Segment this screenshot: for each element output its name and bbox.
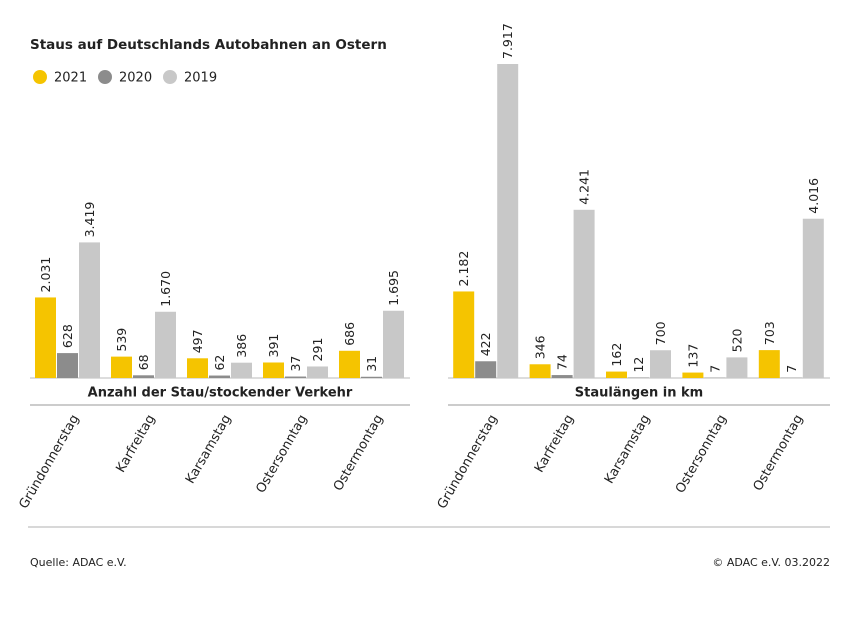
bar [133,375,154,378]
value-label: 31 [364,356,379,372]
value-label: 391 [266,334,281,358]
x-axis-title: Anzahl der Stau/stockender Verkehr [88,386,353,401]
value-label: 7 [707,365,722,373]
value-label: 12 [631,357,646,373]
bar [187,358,208,378]
bar [682,373,703,378]
value-label: 62 [212,355,227,371]
bar [285,377,306,378]
bar [453,291,474,378]
bar [574,210,595,378]
value-label: 7 [784,365,799,373]
chart-title: Staus auf Deutschlands Autobahnen an Ost… [30,37,387,53]
copyright: © ADAC e.V. 03.2022 [712,556,830,569]
value-label: 686 [342,322,357,346]
value-label: 2.031 [38,257,53,293]
value-label: 137 [685,344,700,368]
value-label: 3.419 [82,202,97,238]
bar [650,350,671,378]
source: Quelle: ADAC e.V. [30,556,127,569]
bar [263,362,284,378]
bar [383,311,404,378]
value-label: 37 [288,356,303,372]
value-label: 74 [555,354,570,370]
bar [759,350,780,378]
bar [726,357,747,378]
bar [530,364,551,378]
bar [155,312,176,378]
legend-label: 2019 [184,71,217,86]
x-axis-title: Staulängen in km [575,386,703,401]
value-label: 703 [762,321,777,345]
value-label: 68 [136,354,151,370]
bar [361,377,382,378]
bar [803,219,824,378]
value-label: 162 [609,343,624,367]
value-label: 7.917 [500,23,515,59]
bar [307,366,328,378]
bar [552,375,573,378]
value-label: 1.695 [386,270,401,306]
value-label: 2.182 [456,251,471,287]
value-label: 386 [234,334,249,358]
bar [606,372,627,378]
legend-swatch [98,70,112,84]
value-label: 539 [114,328,129,352]
bar [209,376,230,378]
value-label: 422 [478,332,493,356]
value-label: 497 [190,329,205,353]
bar [111,357,132,378]
value-label: 346 [533,335,548,359]
bar [497,64,518,378]
legend-swatch [33,70,47,84]
value-label: 700 [653,321,668,345]
value-label: 4.241 [577,169,592,205]
value-label: 291 [310,338,325,362]
value-label: 1.670 [158,271,173,307]
bar [35,297,56,378]
legend-swatch [163,70,177,84]
value-label: 520 [729,328,744,352]
value-label: 628 [60,324,75,348]
bar [231,363,252,378]
bar [339,351,360,378]
value-label: 4.016 [806,178,821,214]
bar [57,353,78,378]
bar [79,242,100,378]
legend-label: 2020 [119,71,152,86]
bar [475,361,496,378]
legend-label: 2021 [54,71,87,86]
